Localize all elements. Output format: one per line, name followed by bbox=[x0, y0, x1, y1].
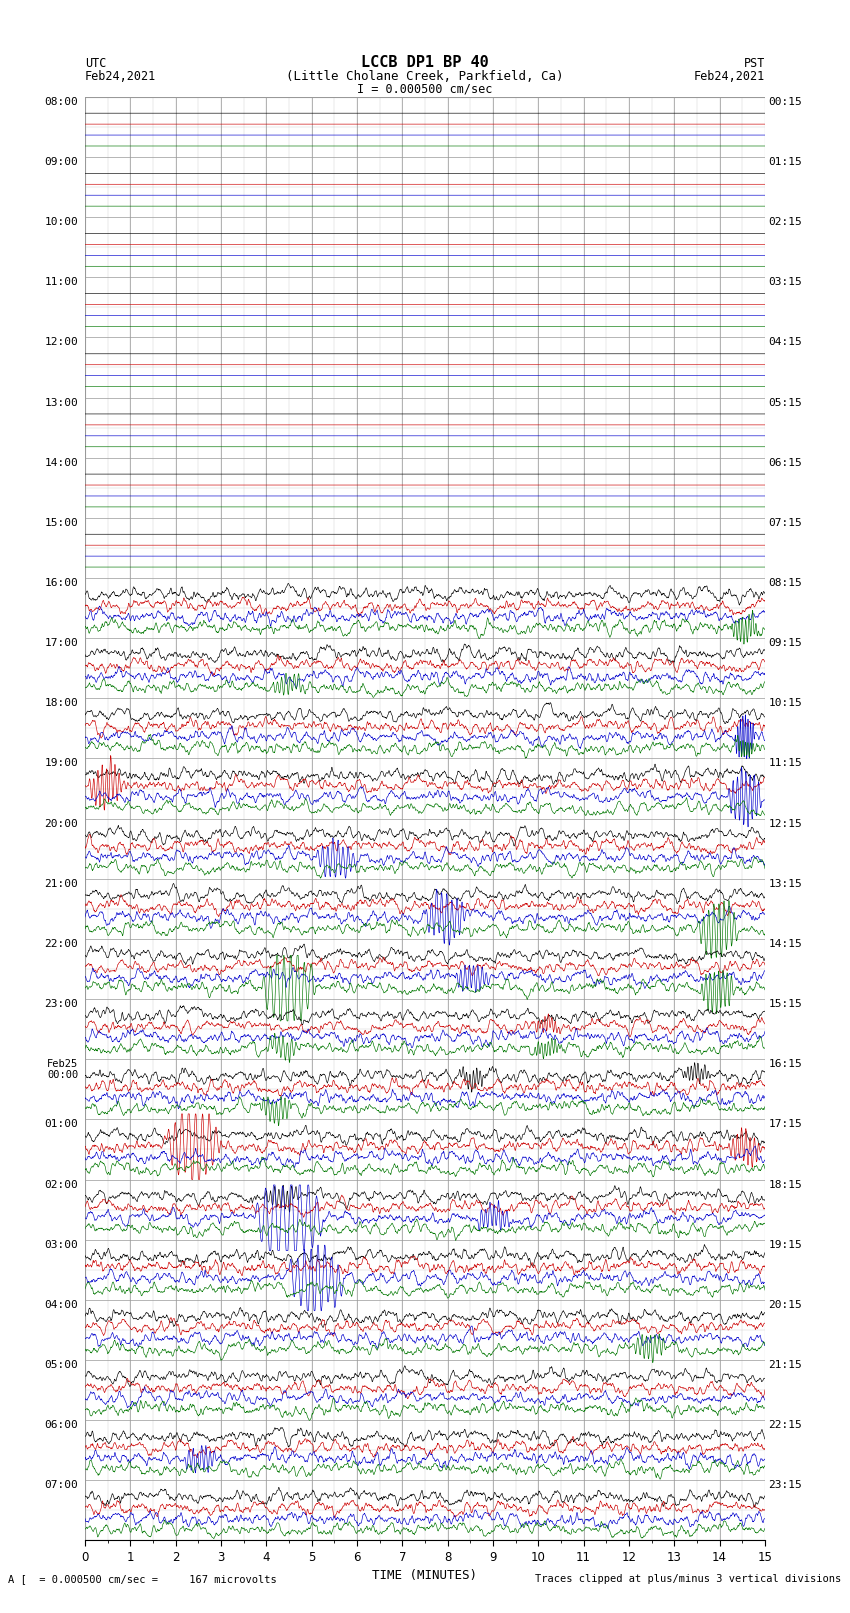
Text: 15:00: 15:00 bbox=[44, 518, 78, 527]
Text: 13:15: 13:15 bbox=[768, 879, 802, 889]
Text: 11:00: 11:00 bbox=[44, 277, 78, 287]
Text: A [  = 0.000500 cm/sec =     167 microvolts: A [ = 0.000500 cm/sec = 167 microvolts bbox=[8, 1574, 277, 1584]
Text: 21:00: 21:00 bbox=[44, 879, 78, 889]
Text: 17:00: 17:00 bbox=[44, 639, 78, 648]
Text: 21:15: 21:15 bbox=[768, 1360, 802, 1369]
Text: 23:15: 23:15 bbox=[768, 1481, 802, 1490]
Text: I = 0.000500 cm/sec: I = 0.000500 cm/sec bbox=[357, 82, 493, 95]
Text: 13:00: 13:00 bbox=[44, 397, 78, 408]
Text: 08:00: 08:00 bbox=[44, 97, 78, 106]
Text: 02:15: 02:15 bbox=[768, 218, 802, 227]
Text: 10:00: 10:00 bbox=[44, 218, 78, 227]
Text: Feb24,2021: Feb24,2021 bbox=[694, 69, 765, 84]
Text: 10:15: 10:15 bbox=[768, 698, 802, 708]
Text: 16:15: 16:15 bbox=[768, 1060, 802, 1069]
Text: 12:15: 12:15 bbox=[768, 819, 802, 829]
Text: LCCB DP1 BP 40: LCCB DP1 BP 40 bbox=[361, 55, 489, 71]
Text: 07:00: 07:00 bbox=[44, 1481, 78, 1490]
Text: 03:00: 03:00 bbox=[44, 1240, 78, 1250]
Text: Feb25
00:00: Feb25 00:00 bbox=[47, 1060, 78, 1081]
Text: 09:15: 09:15 bbox=[768, 639, 802, 648]
Text: 03:15: 03:15 bbox=[768, 277, 802, 287]
Text: 17:15: 17:15 bbox=[768, 1119, 802, 1129]
X-axis label: TIME (MINUTES): TIME (MINUTES) bbox=[372, 1569, 478, 1582]
Text: 15:15: 15:15 bbox=[768, 998, 802, 1010]
Text: 22:00: 22:00 bbox=[44, 939, 78, 948]
Text: 14:15: 14:15 bbox=[768, 939, 802, 948]
Text: 06:15: 06:15 bbox=[768, 458, 802, 468]
Text: 23:00: 23:00 bbox=[44, 998, 78, 1010]
Text: 06:00: 06:00 bbox=[44, 1419, 78, 1431]
Text: 09:00: 09:00 bbox=[44, 156, 78, 166]
Text: UTC: UTC bbox=[85, 56, 106, 71]
Text: 20:15: 20:15 bbox=[768, 1300, 802, 1310]
Text: 02:00: 02:00 bbox=[44, 1179, 78, 1189]
Text: 07:15: 07:15 bbox=[768, 518, 802, 527]
Text: 19:00: 19:00 bbox=[44, 758, 78, 768]
Text: 01:00: 01:00 bbox=[44, 1119, 78, 1129]
Text: 20:00: 20:00 bbox=[44, 819, 78, 829]
Text: PST: PST bbox=[744, 56, 765, 71]
Text: 00:15: 00:15 bbox=[768, 97, 802, 106]
Text: 04:00: 04:00 bbox=[44, 1300, 78, 1310]
Text: 22:15: 22:15 bbox=[768, 1419, 802, 1431]
Text: 08:15: 08:15 bbox=[768, 577, 802, 589]
Text: 18:15: 18:15 bbox=[768, 1179, 802, 1189]
Text: 04:15: 04:15 bbox=[768, 337, 802, 347]
Text: 14:00: 14:00 bbox=[44, 458, 78, 468]
Text: Feb24,2021: Feb24,2021 bbox=[85, 69, 156, 84]
Text: 01:15: 01:15 bbox=[768, 156, 802, 166]
Text: 11:15: 11:15 bbox=[768, 758, 802, 768]
Text: 05:00: 05:00 bbox=[44, 1360, 78, 1369]
Text: Traces clipped at plus/minus 3 vertical divisions: Traces clipped at plus/minus 3 vertical … bbox=[536, 1574, 842, 1584]
Text: 16:00: 16:00 bbox=[44, 577, 78, 589]
Text: 12:00: 12:00 bbox=[44, 337, 78, 347]
Text: 19:15: 19:15 bbox=[768, 1240, 802, 1250]
Text: (Little Cholane Creek, Parkfield, Ca): (Little Cholane Creek, Parkfield, Ca) bbox=[286, 69, 564, 84]
Text: 05:15: 05:15 bbox=[768, 397, 802, 408]
Text: 18:00: 18:00 bbox=[44, 698, 78, 708]
